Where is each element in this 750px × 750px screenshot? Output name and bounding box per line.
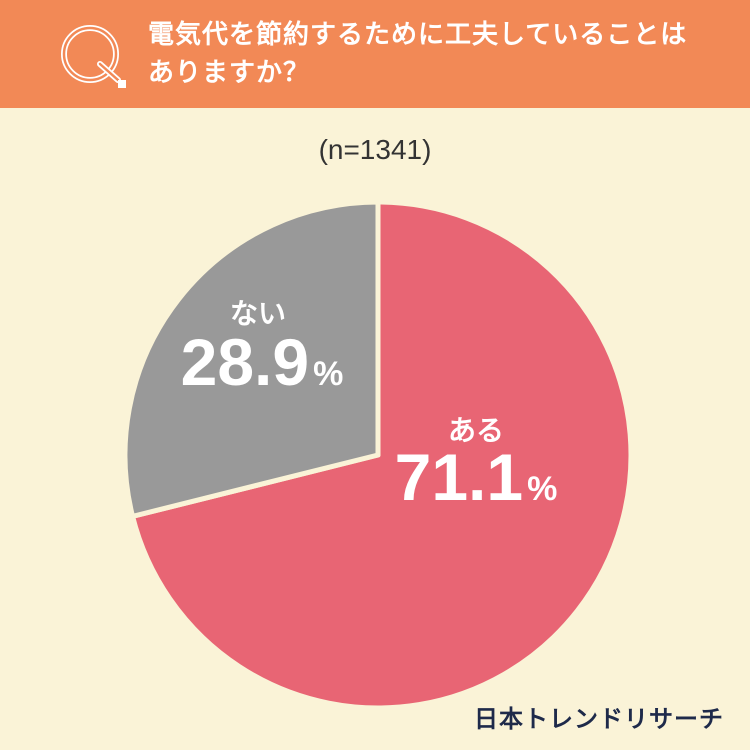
pie-slice-no [122, 199, 381, 519]
question-line-2: ありますか？ [148, 58, 311, 88]
q-badge [61, 25, 126, 88]
brand-logo: 日本トレンドリサーチ [474, 705, 724, 733]
slice-label-no: ない [230, 297, 286, 330]
question-text: 電気代を節約するために工夫していることは ありますか？ [148, 16, 718, 92]
question-header: 電気代を節約するために工夫していることは ありますか？ [0, 0, 750, 108]
slice-value-no: 28.9% [181, 325, 344, 399]
slice-value-yes: 71.1% [395, 440, 558, 514]
sample-size: (n=1341) [318, 134, 432, 165]
pie-slice-yes [130, 199, 634, 711]
question-line-1: 電気代を節約するために工夫していることは [148, 20, 688, 50]
slice-label-yes: ある [448, 414, 504, 447]
